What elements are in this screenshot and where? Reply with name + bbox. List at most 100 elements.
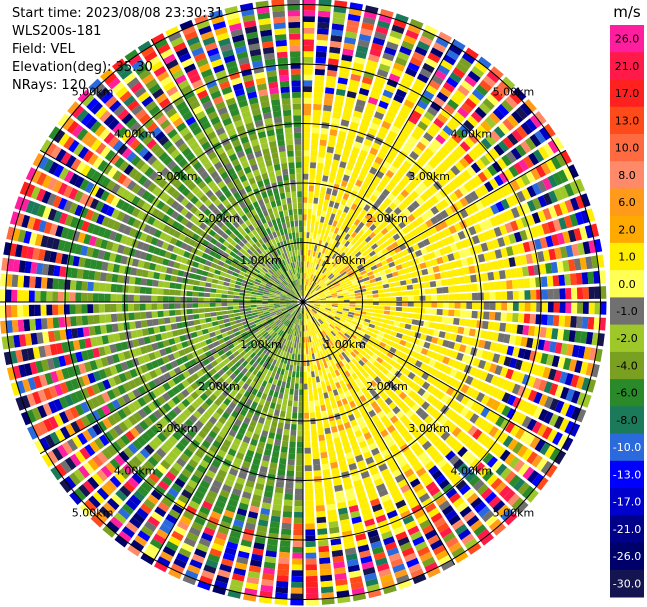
ppi-gate-2641 bbox=[402, 515, 415, 525]
ppi-gate-2460 bbox=[345, 363, 351, 370]
ppi-gate-177 bbox=[325, 152, 333, 159]
ppi-gate-167 bbox=[316, 209, 322, 217]
ppi-gate-2794 bbox=[367, 529, 379, 539]
ppi-gate-1403 bbox=[458, 276, 466, 284]
ppi-gate-393 bbox=[380, 95, 392, 104]
ppi-gate-2857 bbox=[304, 313, 307, 320]
ppi-gate-2813 bbox=[314, 352, 319, 359]
ppi-gate-939 bbox=[406, 223, 415, 231]
ppi-gate-2204 bbox=[355, 346, 362, 353]
ppi-gate-2622 bbox=[356, 416, 364, 424]
ppi-gate-859 bbox=[493, 126, 506, 139]
ppi-gate-922 bbox=[326, 281, 333, 286]
ppi-gate-4468 bbox=[111, 323, 119, 333]
ppi-gate-1642 bbox=[366, 308, 373, 313]
ppi-gate-1818 bbox=[492, 353, 501, 364]
ppi-gate-1366 bbox=[537, 251, 545, 263]
ppi-gate-178 bbox=[326, 146, 335, 154]
ppi-gate-3070 bbox=[300, 366, 303, 372]
ppi-gate-2028 bbox=[506, 408, 517, 420]
ppi-gate-129 bbox=[320, 133, 328, 141]
ppi-gate-2665 bbox=[333, 376, 339, 384]
ppi-gate-4910 bbox=[214, 269, 221, 275]
ppi-gate-2186 bbox=[508, 456, 521, 469]
ppi-gate-362 bbox=[315, 263, 320, 270]
ppi-gate-2079 bbox=[500, 418, 511, 431]
ppi-gate-2535 bbox=[412, 483, 424, 493]
ppi-gate-3127 bbox=[293, 400, 298, 407]
ppi-gate-704 bbox=[457, 107, 469, 119]
ppi-gate-1413 bbox=[516, 267, 524, 278]
ppi-gate-157 bbox=[307, 267, 310, 274]
ppi-gate-30 bbox=[303, 115, 311, 122]
ppi-gate-2224 bbox=[443, 419, 453, 430]
ppi-gate-2002 bbox=[374, 339, 381, 345]
ppi-gate-4552 bbox=[215, 302, 222, 307]
ppi-gate-4729 bbox=[76, 268, 84, 279]
ppi-gate-928 bbox=[354, 260, 362, 267]
ppi-gate-1617 bbox=[518, 313, 525, 323]
ppi-gate-1216 bbox=[542, 207, 552, 221]
ppi-gate-1114 bbox=[531, 182, 542, 196]
ppi-gate-1678 bbox=[574, 330, 582, 343]
ppi-gate-42 bbox=[303, 45, 314, 52]
ppi-gate-4574 bbox=[87, 304, 94, 314]
ppi-gate-1132 bbox=[361, 273, 369, 279]
ppi-gate-2752 bbox=[396, 574, 410, 585]
ppi-gate-465 bbox=[321, 260, 326, 267]
ppi-gate-1969 bbox=[470, 378, 479, 388]
ppi-gate-164 bbox=[314, 227, 318, 234]
ppi-gate-3298 bbox=[250, 499, 261, 508]
ppi-gate-1631 bbox=[599, 317, 606, 331]
ppi-gate-1008 bbox=[498, 171, 509, 184]
ppi-gate-696 bbox=[427, 143, 439, 154]
ppi-gate-1856 bbox=[417, 339, 426, 347]
ppi-gate-2880 bbox=[327, 444, 335, 452]
ppi-gate-2529 bbox=[395, 453, 405, 463]
ppi-gate-2889 bbox=[336, 496, 346, 504]
ppi-gate-3087 bbox=[295, 465, 303, 472]
ppi-gate-521 bbox=[338, 236, 344, 243]
ppi-gate-1103 bbox=[474, 211, 484, 222]
ppi-gate-885 bbox=[389, 228, 397, 236]
ppi-gate-829 bbox=[363, 243, 371, 250]
ppi-gate-2078 bbox=[495, 415, 506, 428]
ppi-gate-2860 bbox=[307, 330, 311, 337]
ppi-gate-1248 bbox=[441, 255, 450, 263]
ppi-gate-355 bbox=[393, 19, 407, 29]
ppi-gate-384 bbox=[361, 144, 371, 152]
ppi-gate-440 bbox=[381, 120, 392, 130]
ppi-gate-100 bbox=[318, 4, 331, 12]
ppi-gate-2479 bbox=[406, 453, 417, 463]
ppi-gate-1098 bbox=[448, 225, 457, 234]
ppi-gate-3197 bbox=[271, 509, 281, 517]
ppi-gate-1811 bbox=[453, 342, 461, 351]
ppi-gate-1800 bbox=[392, 326, 399, 332]
ppi-gate-1660 bbox=[470, 319, 478, 328]
ppi-gate-1491 bbox=[378, 297, 385, 302]
ppi-gate-73 bbox=[310, 162, 317, 169]
ppi-gate-3082 bbox=[297, 436, 303, 443]
ppi-gate-1428 bbox=[308, 300, 315, 302]
ppi-gate-1991 bbox=[318, 309, 324, 314]
ppi-gate-868 bbox=[312, 291, 318, 295]
ppi-gate-2356 bbox=[343, 349, 350, 356]
ppi-gate-2214 bbox=[399, 382, 408, 391]
ppi-gate-2388 bbox=[462, 488, 475, 500]
ppi-gate-3088 bbox=[295, 471, 303, 478]
ppi-gate-1198 bbox=[444, 245, 453, 254]
ppi-gate-1429 bbox=[314, 300, 321, 302]
ppi-gate-2055 bbox=[381, 348, 389, 356]
ppi-gate-4566 bbox=[133, 303, 140, 311]
ppi-gate-4807 bbox=[217, 280, 224, 285]
ppi-gate-658 bbox=[464, 75, 477, 88]
ppi-gate-3230 bbox=[281, 405, 287, 412]
ppi-gate-593 bbox=[407, 135, 418, 145]
ppi-gate-168 bbox=[317, 204, 323, 211]
ppi-gate-508 bbox=[435, 36, 450, 48]
ppi-gate-3146 bbox=[282, 511, 292, 518]
ppi-gate-622 bbox=[340, 245, 347, 252]
ppi-gate-4528 bbox=[58, 317, 66, 328]
ppi-gate-1454 bbox=[459, 284, 467, 293]
ppi-gate-2088 bbox=[544, 445, 556, 459]
